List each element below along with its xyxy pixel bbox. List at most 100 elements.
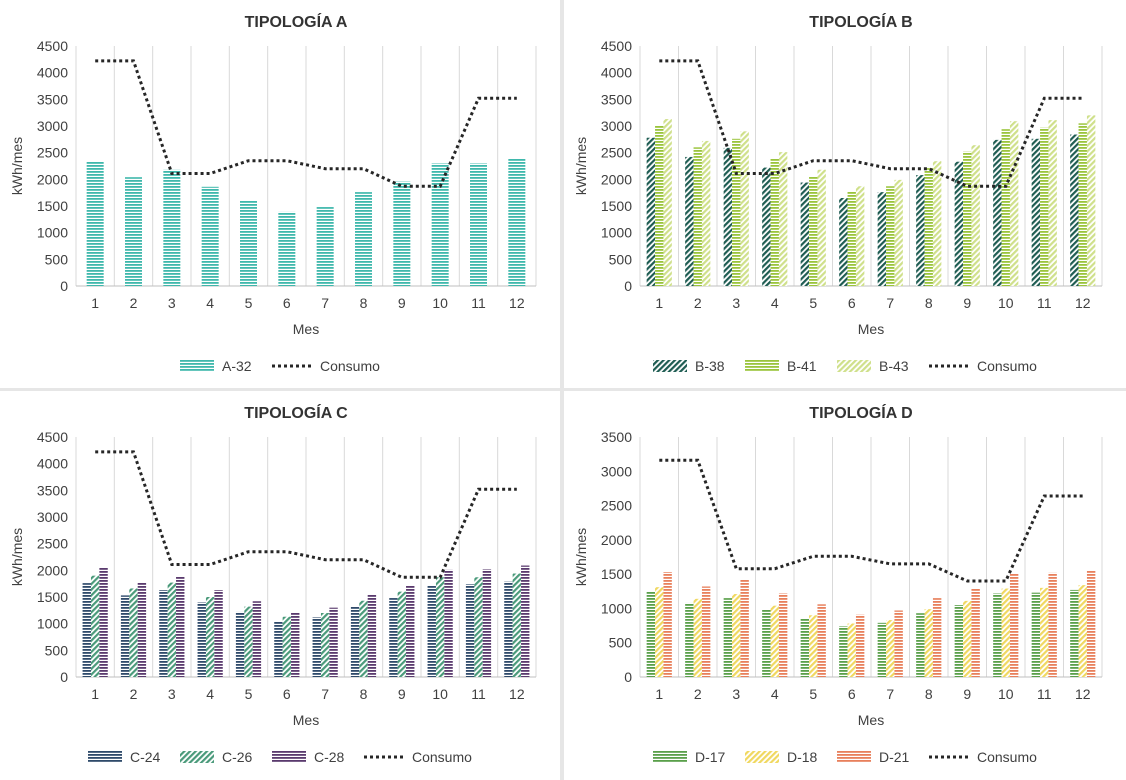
bar-b-41 bbox=[693, 147, 702, 286]
x-tick-label: 5 bbox=[809, 295, 817, 311]
bar-c-28 bbox=[99, 567, 108, 677]
y-axis-label: kWh/mes bbox=[9, 137, 25, 195]
bar-d-18 bbox=[886, 620, 895, 677]
y-axis-label: kWh/mes bbox=[9, 528, 25, 586]
x-tick-label: 1 bbox=[91, 295, 99, 311]
y-tick-label: 2000 bbox=[37, 171, 68, 187]
bar-c-24 bbox=[235, 611, 245, 677]
bar-c-26 bbox=[129, 588, 138, 677]
bar-c-26 bbox=[474, 577, 483, 677]
y-tick-label: 1000 bbox=[37, 616, 68, 632]
y-tick-label: 3000 bbox=[37, 509, 68, 525]
y-tick-label: 500 bbox=[45, 251, 69, 267]
y-tick-label: 3500 bbox=[37, 482, 68, 498]
x-axis-label: Mes bbox=[858, 712, 884, 728]
bar-c-26 bbox=[512, 573, 522, 677]
bar-b-43 bbox=[855, 186, 865, 286]
bar-d-21 bbox=[740, 579, 749, 677]
bar-d-17 bbox=[916, 613, 925, 677]
bar-c-28 bbox=[291, 612, 300, 677]
chart-panel-a: TIPOLOGÍA A 0 500 1000 1500 2000 2500 3000 3500 4… bbox=[0, 0, 560, 388]
legend-label-consumo: Consumo bbox=[320, 358, 380, 374]
x-tick-label: 11 bbox=[1037, 686, 1052, 702]
bar-d-17 bbox=[646, 591, 656, 677]
x-tick-label: 6 bbox=[283, 686, 291, 702]
bar-d-18 bbox=[809, 615, 818, 677]
chart-d: TIPOLOGÍA D 0 500 1000 1500 2000 2500 3000 3500 k… bbox=[573, 403, 1103, 765]
legend-label-b-43: B-43 bbox=[879, 358, 909, 374]
legend-swatch-d-21 bbox=[837, 751, 871, 763]
bar-b-43 bbox=[932, 161, 942, 286]
bar-d-21 bbox=[894, 610, 903, 677]
y-axis-label: kWh/mes bbox=[573, 137, 589, 195]
y-tick-label: 3500 bbox=[601, 91, 632, 107]
x-tick-label: 8 bbox=[360, 295, 368, 311]
bar-b-43 bbox=[894, 179, 903, 286]
bar-c-24 bbox=[197, 602, 206, 677]
legend-label-c-28: C-28 bbox=[314, 749, 345, 765]
bar-c-24 bbox=[504, 581, 513, 677]
bar-a-32 bbox=[316, 207, 334, 286]
x-tick-label: 3 bbox=[168, 686, 176, 702]
bar-c-28 bbox=[214, 590, 223, 677]
x-axis-label: Mes bbox=[858, 321, 884, 337]
y-tick-label: 1500 bbox=[37, 198, 68, 214]
bar-c-26 bbox=[397, 591, 407, 677]
bar-b-38 bbox=[1031, 138, 1041, 286]
y-tick-label: 3000 bbox=[601, 118, 632, 134]
bar-a-32 bbox=[470, 163, 487, 286]
bar-a-32 bbox=[431, 163, 449, 286]
legend-swatch-b-41 bbox=[745, 360, 779, 372]
bar-b-43 bbox=[971, 145, 980, 286]
bar-d-21 bbox=[701, 586, 711, 677]
bar-b-43 bbox=[1086, 115, 1096, 286]
bar-b-38 bbox=[1070, 134, 1079, 286]
bar-a-32 bbox=[355, 192, 372, 286]
y-tick-label: 0 bbox=[60, 278, 68, 294]
legend-swatch-c-28 bbox=[272, 751, 306, 763]
bar-c-26 bbox=[90, 575, 100, 677]
legend-swatch-a-32 bbox=[180, 360, 214, 372]
x-tick-label: 5 bbox=[245, 295, 253, 311]
x-tick-label: 3 bbox=[168, 295, 176, 311]
y-tick-label: 2500 bbox=[37, 536, 68, 552]
chart-title: TIPOLOGÍA B bbox=[809, 12, 912, 31]
y-tick-label: 1000 bbox=[601, 600, 632, 616]
bar-d-17 bbox=[685, 602, 694, 677]
y-tick-label: 0 bbox=[624, 278, 632, 294]
bar-d-18 bbox=[963, 600, 972, 677]
bar-c-26 bbox=[167, 582, 177, 677]
x-tick-label: 7 bbox=[886, 686, 894, 702]
bar-c-24 bbox=[350, 606, 360, 677]
bar-b-38 bbox=[800, 182, 810, 286]
x-tick-label: 11 bbox=[1037, 295, 1052, 311]
bar-c-26 bbox=[205, 597, 215, 677]
bar-c-26 bbox=[282, 616, 292, 677]
x-tick-label: 12 bbox=[1075, 686, 1091, 702]
x-tick-label: 2 bbox=[130, 686, 138, 702]
x-tick-label: 10 bbox=[998, 686, 1014, 702]
bar-d-17 bbox=[723, 598, 733, 677]
bar-b-43 bbox=[1009, 121, 1019, 286]
bar-b-43 bbox=[817, 169, 826, 286]
bar-c-28 bbox=[252, 601, 262, 677]
bar-d-21 bbox=[932, 598, 942, 677]
bar-b-38 bbox=[877, 192, 887, 286]
x-tick-label: 4 bbox=[771, 295, 779, 311]
chart-title: TIPOLOGÍA A bbox=[245, 12, 348, 31]
bar-b-38 bbox=[993, 139, 1002, 286]
bar-d-21 bbox=[1086, 570, 1096, 677]
bar-b-41 bbox=[847, 191, 856, 286]
bar-c-24 bbox=[389, 598, 398, 677]
bar-d-18 bbox=[770, 605, 779, 677]
bar-d-18 bbox=[1001, 588, 1010, 677]
bar-a-32 bbox=[508, 158, 526, 286]
bar-a-32 bbox=[125, 177, 142, 286]
bar-d-21 bbox=[971, 588, 980, 677]
y-tick-label: 2500 bbox=[601, 145, 632, 161]
legend-label-consumo: Consumo bbox=[977, 749, 1037, 765]
x-tick-label: 11 bbox=[471, 295, 486, 311]
x-tick-label: 8 bbox=[925, 686, 933, 702]
bar-d-17 bbox=[877, 622, 887, 677]
x-tick-label: 12 bbox=[509, 686, 525, 702]
